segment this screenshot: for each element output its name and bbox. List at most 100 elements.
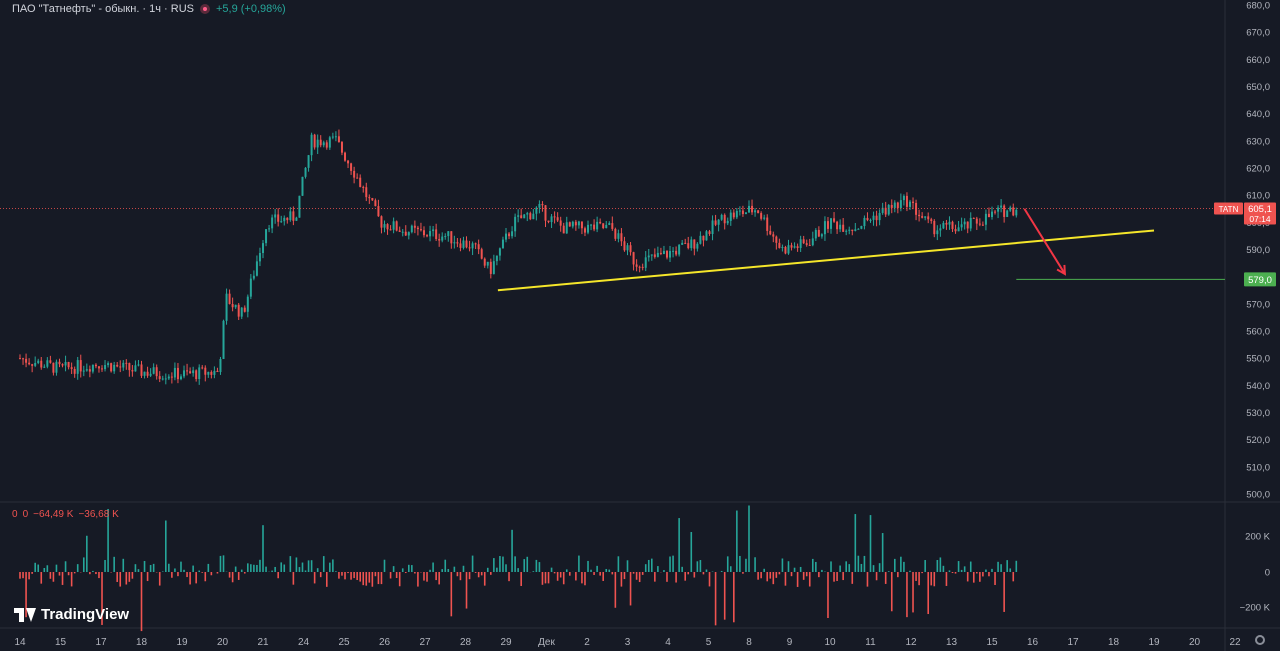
candle-body [741,210,744,215]
volume-bar [596,565,598,572]
volume-bar [836,572,838,581]
volume-bar [140,572,143,632]
volume-bar [565,569,568,572]
volume-bar [171,572,173,578]
forecast-arrow-head [1056,264,1067,276]
y-tick-label: 570,0 [1246,299,1270,310]
volume-bar [371,572,374,587]
candle-body [924,216,927,218]
symbol-title[interactable]: ПАО "Татнефть" - обыкн. · 1ч · RUS [12,3,194,15]
candle-body [167,376,170,379]
candle-body [344,152,347,161]
candle-body [410,225,413,233]
candle-body [386,224,389,230]
candle-body [49,360,52,363]
candle-body [763,217,766,219]
candle-body [334,136,337,138]
volume-bar [183,569,185,572]
volume-bar [921,572,923,574]
candle-body [702,235,705,241]
volume-tick-label: 0 [1265,568,1270,579]
volume-bar [799,566,802,572]
volume-bar [441,569,444,572]
candle-body [67,361,70,368]
symbol-tag-label: TATN [1219,205,1239,214]
volume-bar [599,572,601,576]
volume-bar [811,558,814,572]
volume-bar [152,563,155,572]
candle-body [301,176,304,196]
volume-bar [578,555,580,572]
alert-dot-icon[interactable] [200,4,210,14]
volume-legend-v4: −36,68 K [78,509,119,520]
volume-bar [82,557,85,572]
candle-body [252,275,255,279]
candle-body [987,213,990,218]
volume-tick-label: −200 K [1240,603,1271,614]
target-price-label: 579,0 [1248,275,1272,286]
volume-bar [708,572,711,587]
x-tick-label: 19 [176,637,188,648]
candle-body [520,215,523,219]
candle-body [553,216,556,218]
candle-body [268,228,271,230]
volume-bar [408,564,410,572]
candle-body [647,255,650,258]
volume-bar [307,560,310,572]
candle-body [237,304,240,317]
candle-body [547,220,550,223]
volume-bar [219,555,222,572]
candle-body [717,219,720,225]
volume-bar [426,572,428,582]
candle-body [912,201,915,203]
candle-body [73,368,76,374]
candles [19,129,1018,385]
volume-bar [289,556,292,572]
volume-bar [198,570,201,572]
candle-body [432,229,435,232]
volume-bar [939,557,942,572]
volume-bar [927,572,930,615]
candle-body [76,360,79,374]
candle-body [508,233,511,237]
volume-bar [742,572,744,574]
candle-body [602,223,605,229]
candle-body [249,278,252,297]
volume-bar [389,572,392,579]
candle-body [544,205,547,221]
volume-bar [556,572,559,581]
candle-body [283,217,286,222]
volume-bar [76,564,79,572]
drawings[interactable] [0,207,1225,292]
gear-icon[interactable] [1255,635,1265,645]
volume-bar [165,520,167,572]
candle-body [571,221,574,227]
candle-body [131,370,134,372]
x-tick-label: 26 [379,637,391,648]
volume-bar [313,572,316,584]
volume-bar [502,556,504,572]
candle-body [104,365,107,370]
volume-legend: 0 0 −64,49 K −36,68 K [12,509,124,520]
volume-bar [380,572,383,585]
volume-bar [693,572,696,578]
candle-body [541,203,544,206]
volume-bar [805,572,808,577]
candle-body [213,370,216,375]
candle-body [623,241,626,251]
volume-bar [851,572,854,584]
volume-bar [681,566,683,572]
volume-bar [948,570,951,572]
candle-body [608,223,611,225]
candle-body [757,210,760,214]
volume-bar [456,572,459,577]
volume-bar [341,572,343,576]
x-tick-label: 12 [905,637,917,648]
volume-bar [395,572,398,579]
volume-bar [365,572,368,586]
volume-bar [912,572,914,613]
tradingview-logo[interactable]: TradingView [14,606,129,623]
volume-bar [702,572,705,575]
candle-body [46,360,49,367]
